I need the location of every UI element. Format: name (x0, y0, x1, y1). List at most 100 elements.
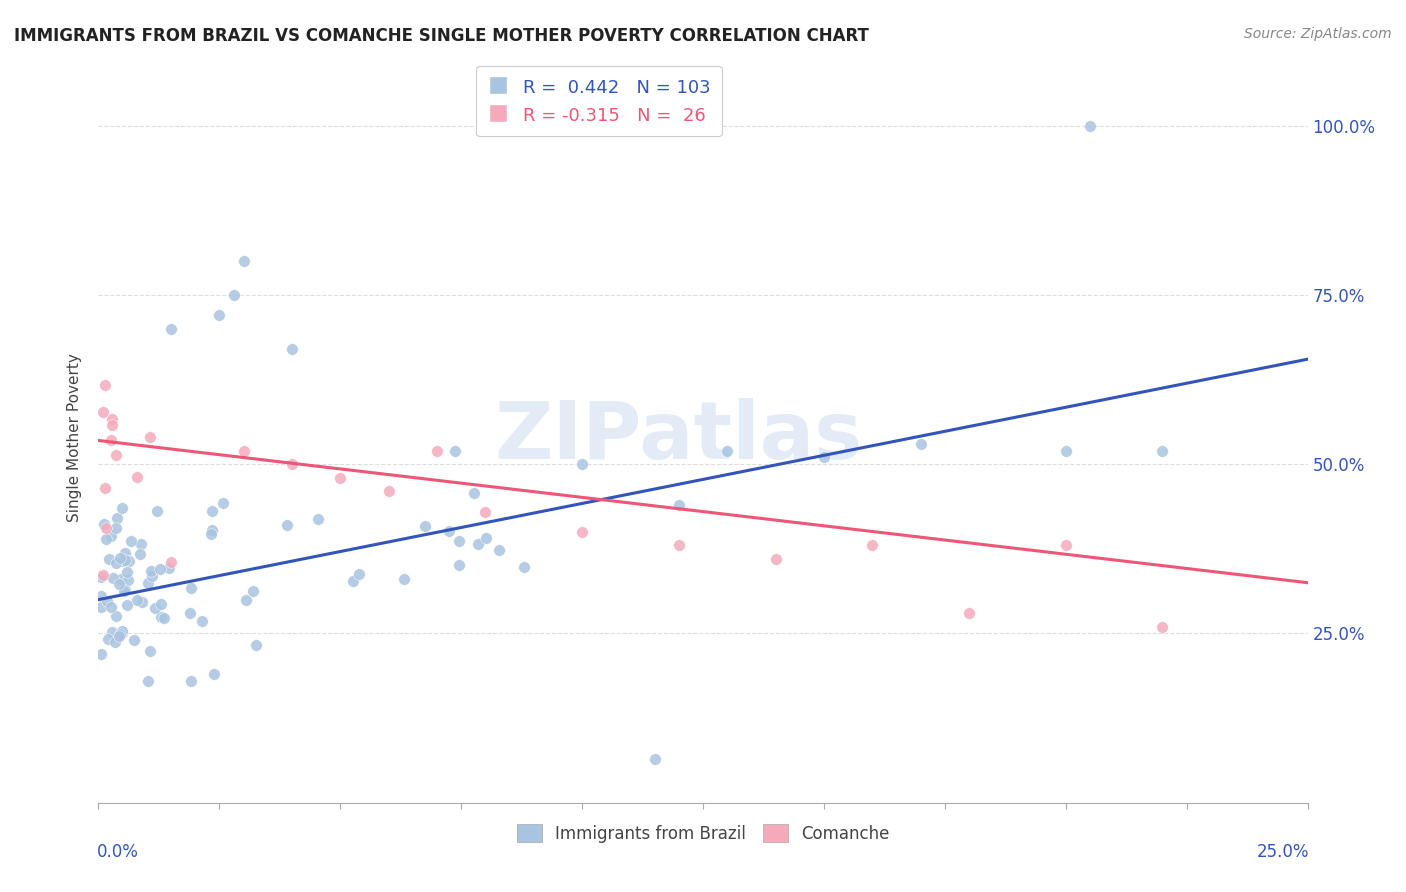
Point (101, 411, 124, 425)
Point (131, 595, 153, 609)
Point (112, 583, 135, 598)
Point (138, 429, 160, 443)
Point (444, 443, 467, 458)
Point (413, 518, 436, 533)
Point (1152, 443, 1174, 458)
Point (242, 584, 264, 599)
Point (571, 457, 593, 471)
Point (91, 405, 114, 419)
Point (153, 611, 176, 625)
Point (90, 570, 112, 584)
Point (449, 533, 471, 548)
Point (105, 521, 128, 535)
Point (1054, 538, 1077, 552)
Point (100, 433, 122, 447)
Point (281, 457, 304, 471)
Point (111, 554, 134, 568)
Point (571, 524, 593, 539)
Point (644, 752, 666, 766)
Point (127, 593, 149, 607)
Point (1152, 620, 1174, 634)
Point (100, 624, 122, 639)
Point (160, 555, 183, 569)
Point (128, 547, 150, 561)
Point (957, 606, 980, 620)
Point (120, 533, 142, 548)
Text: 0.0%: 0.0% (97, 843, 139, 861)
Point (488, 542, 510, 557)
Y-axis label: Single Mother Poverty: Single Mother Poverty (67, 352, 83, 522)
Point (463, 486, 485, 500)
Point (115, 598, 138, 612)
Point (439, 524, 461, 538)
Point (668, 538, 690, 552)
Point (136, 576, 159, 591)
Point (104, 635, 127, 649)
Point (157, 560, 180, 574)
Point (94, 521, 117, 535)
Point (513, 559, 536, 574)
Point (129, 537, 152, 551)
Point (860, 538, 883, 552)
Point (114, 553, 136, 567)
Point (765, 552, 787, 566)
Point (1078, 119, 1101, 133)
Point (467, 537, 489, 551)
Text: ZIPatlas: ZIPatlas (495, 398, 863, 476)
Point (342, 574, 364, 588)
Point (122, 632, 145, 647)
Point (105, 609, 128, 624)
Point (426, 443, 449, 458)
Point (143, 601, 166, 615)
Point (114, 546, 136, 560)
Point (101, 417, 124, 432)
Point (232, 254, 254, 268)
Point (118, 553, 141, 567)
Point (93, 568, 115, 582)
Point (108, 627, 131, 641)
Text: IMMIGRANTS FROM BRAZIL VS COMANCHE SINGLE MOTHER POVERTY CORRELATION CHART: IMMIGRANTS FROM BRAZIL VS COMANCHE SINGL… (14, 27, 869, 45)
Point (329, 471, 352, 485)
Point (349, 566, 371, 581)
Point (108, 576, 131, 591)
Text: Source: ZipAtlas.com: Source: ZipAtlas.com (1244, 27, 1392, 41)
Point (180, 581, 202, 595)
Point (108, 628, 131, 642)
Point (813, 450, 835, 465)
Point (392, 572, 415, 586)
Point (449, 558, 471, 572)
Point (105, 556, 128, 570)
Point (201, 523, 224, 537)
Point (222, 288, 245, 302)
Point (232, 443, 254, 458)
Point (212, 496, 235, 510)
Point (93, 516, 115, 531)
Point (204, 667, 226, 681)
Point (110, 572, 132, 586)
Point (139, 644, 162, 658)
Point (149, 597, 172, 611)
Point (910, 437, 932, 451)
Point (111, 626, 134, 640)
Point (668, 498, 690, 512)
Point (281, 342, 304, 356)
Point (716, 443, 738, 458)
Point (201, 504, 224, 518)
Point (377, 484, 399, 499)
Point (136, 673, 159, 688)
Point (150, 610, 173, 624)
Point (94, 532, 117, 546)
Point (105, 511, 128, 525)
Point (139, 564, 162, 578)
Point (97, 632, 120, 646)
Point (104, 449, 127, 463)
Point (475, 532, 498, 546)
Point (180, 673, 202, 688)
Point (94, 377, 117, 392)
Point (100, 599, 122, 614)
Point (191, 614, 214, 628)
Legend: Immigrants from Brazil, Comanche: Immigrants from Brazil, Comanche (510, 818, 896, 849)
Point (146, 504, 169, 518)
Point (96, 594, 118, 608)
Point (200, 527, 222, 541)
